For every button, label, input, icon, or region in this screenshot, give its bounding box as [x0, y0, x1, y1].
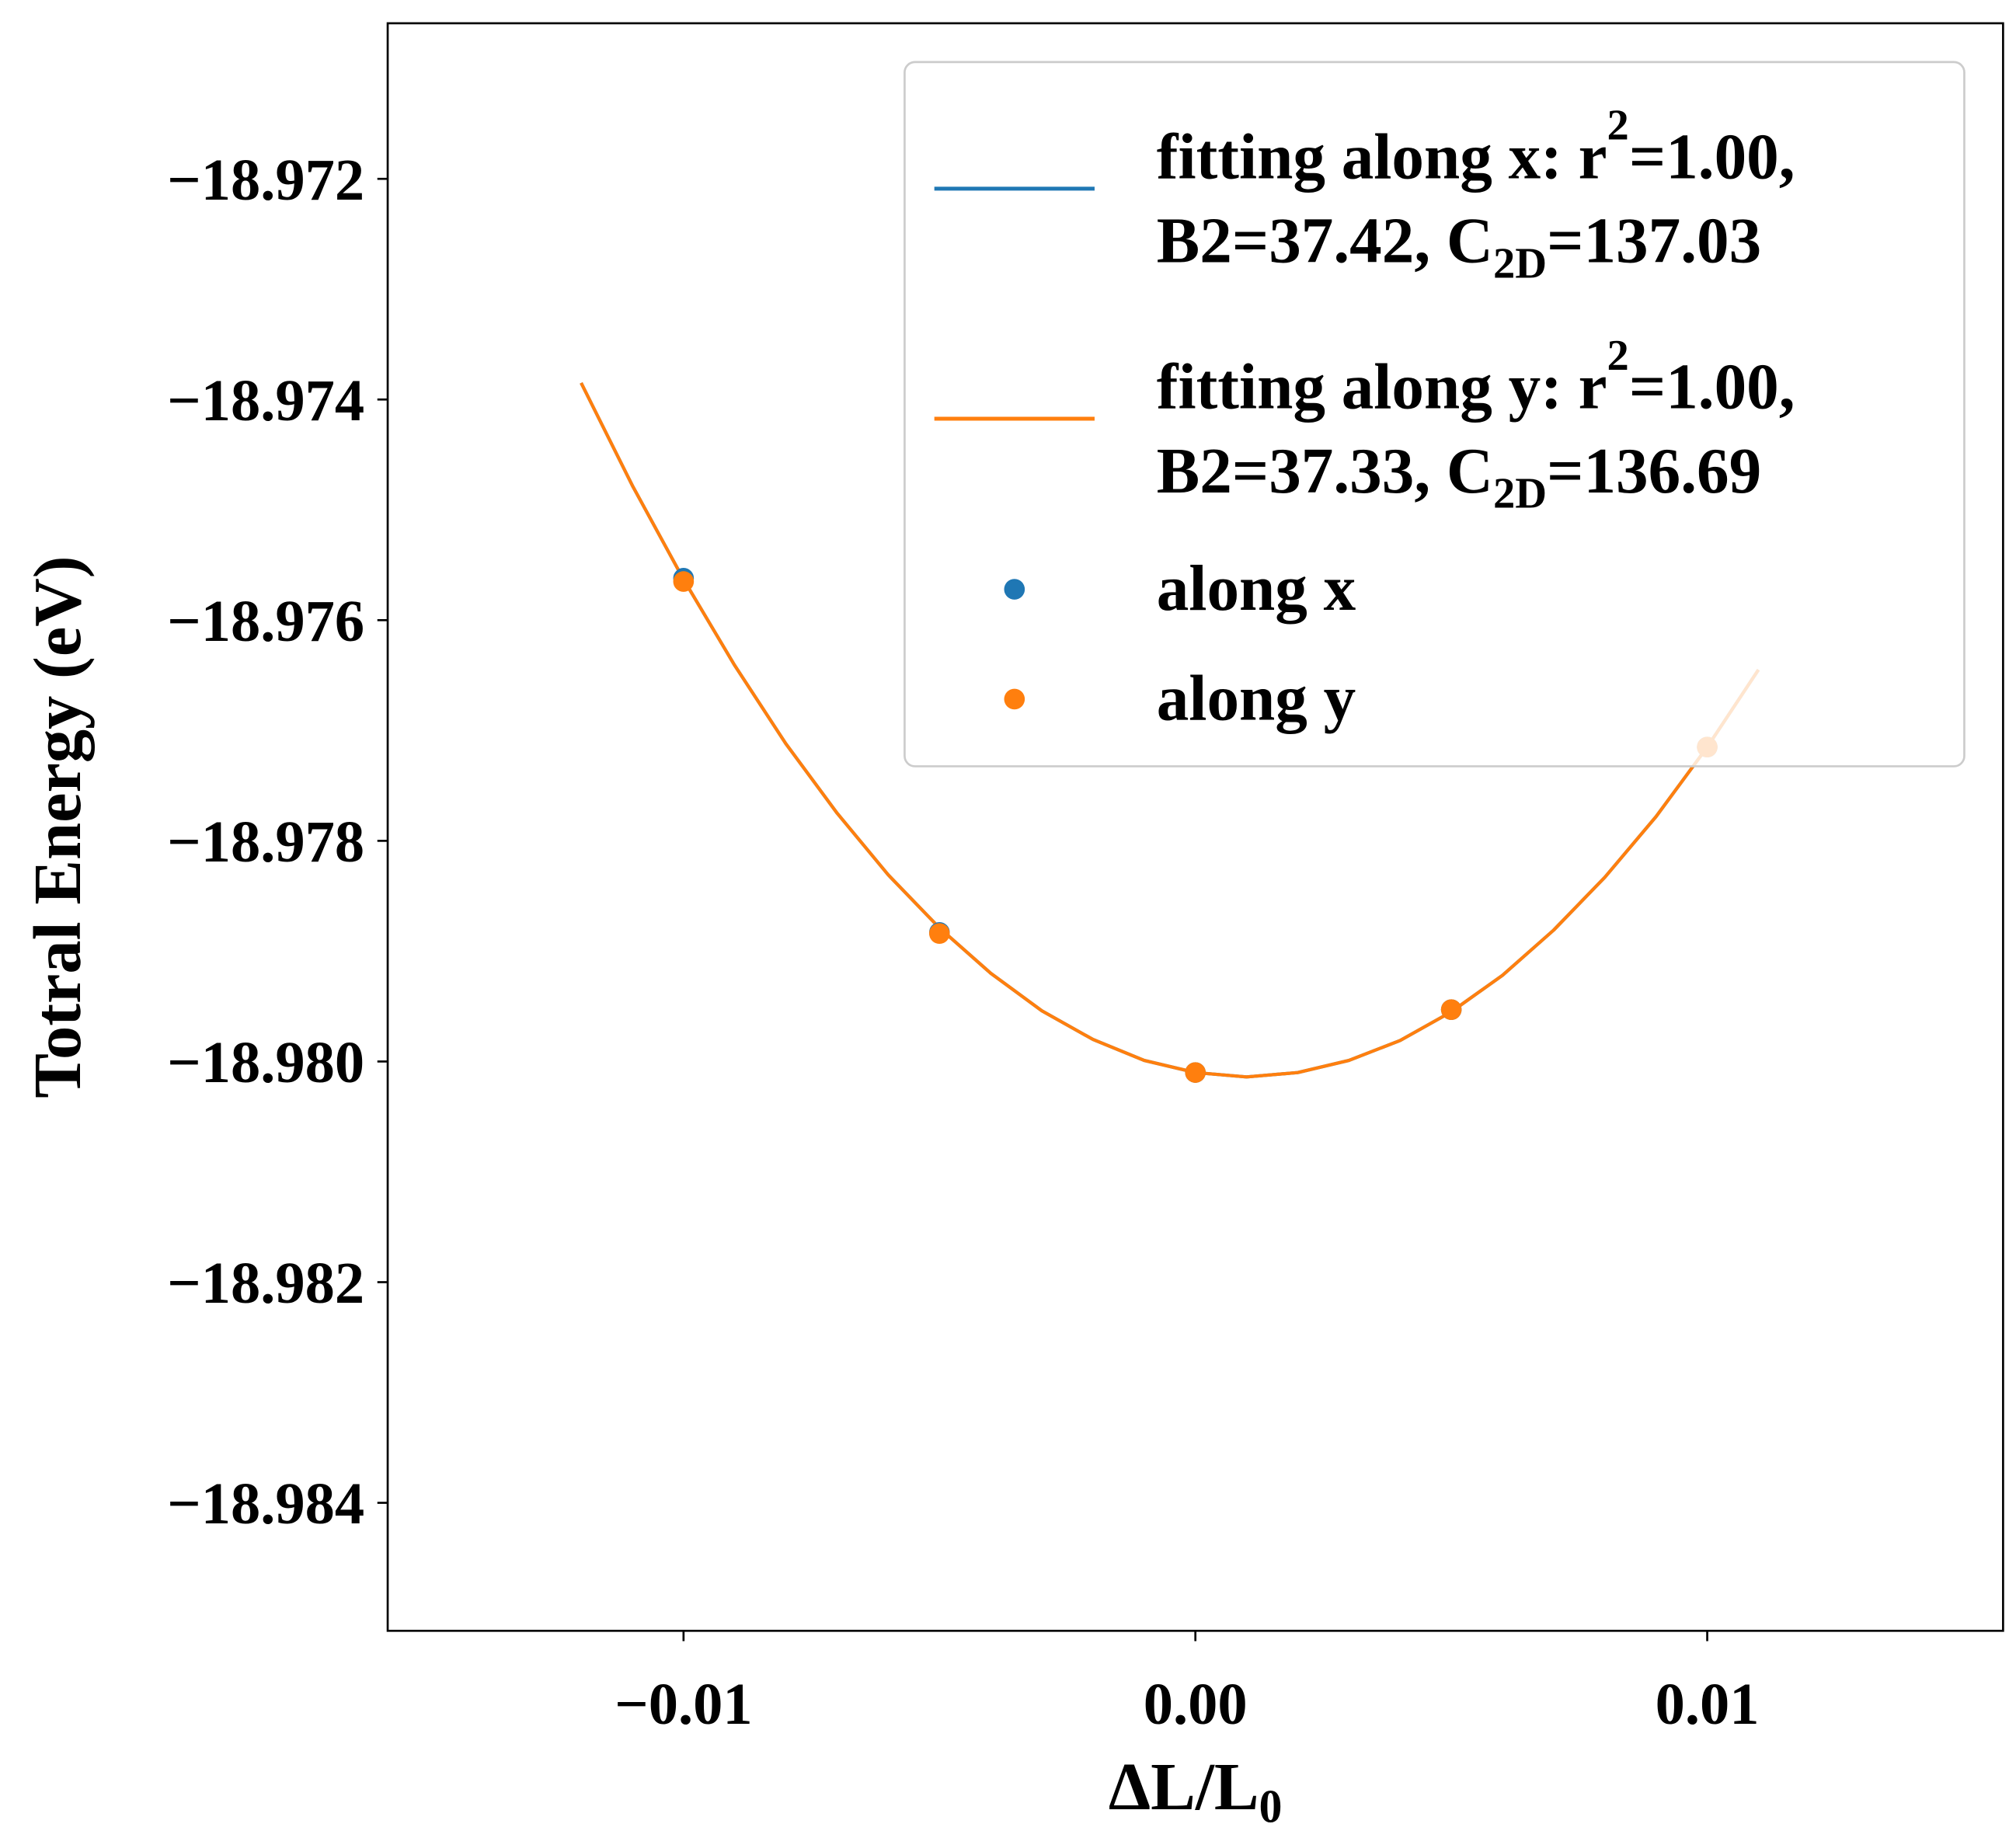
legend: fitting along x: r2=1.00, B2=37.42, C2D=…	[904, 61, 1966, 768]
y-tick-label: −18.974	[167, 367, 364, 433]
y-tick-label: −18.976	[167, 588, 364, 654]
x-axis: −0.01 0.00 0.01	[615, 1631, 1759, 1737]
y-tick-label: −18.978	[167, 809, 364, 875]
data-point-y	[1440, 999, 1462, 1020]
legend-box	[904, 61, 1966, 768]
y-tick-label: −18.972	[167, 147, 364, 213]
data-point-y	[1185, 1062, 1206, 1083]
data-point-y	[673, 571, 695, 592]
fit-line-y	[580, 381, 1760, 1079]
legend-label-fit-x-1: fitting along x: r2=1.00,	[1157, 102, 1795, 193]
legend-label-along-y: along y	[1157, 663, 1356, 734]
x-tick-label: −0.01	[615, 1671, 752, 1737]
legend-label-fit-x-2: B2=37.42, C2D=137.03	[1157, 205, 1761, 288]
legend-marker-along-x	[1004, 579, 1025, 600]
plot-area	[580, 381, 1760, 1083]
y-axis-label: Totral Energy (eV)	[20, 555, 95, 1098]
legend-label-along-x: along x	[1157, 552, 1356, 624]
x-tick-label: 0.00	[1144, 1671, 1248, 1737]
x-axis-label: ΔL/L0	[1109, 1749, 1283, 1824]
x-tick-label: 0.01	[1656, 1671, 1760, 1737]
legend-label-fit-y-2: B2=37.33, C2D=136.69	[1157, 435, 1761, 518]
legend-label-fit-y-1: fitting along y: r2=1.00,	[1157, 332, 1795, 423]
legend-marker-along-y	[1004, 688, 1025, 710]
y-tick-label: −18.980	[167, 1029, 364, 1095]
y-tick-label: −18.982	[167, 1250, 364, 1316]
data-point-y	[928, 923, 950, 944]
y-axis: −18.972 −18.974 −18.976 −18.978 −18.980 −18.9…	[167, 147, 388, 1537]
y-tick-label: −18.984	[167, 1471, 364, 1537]
